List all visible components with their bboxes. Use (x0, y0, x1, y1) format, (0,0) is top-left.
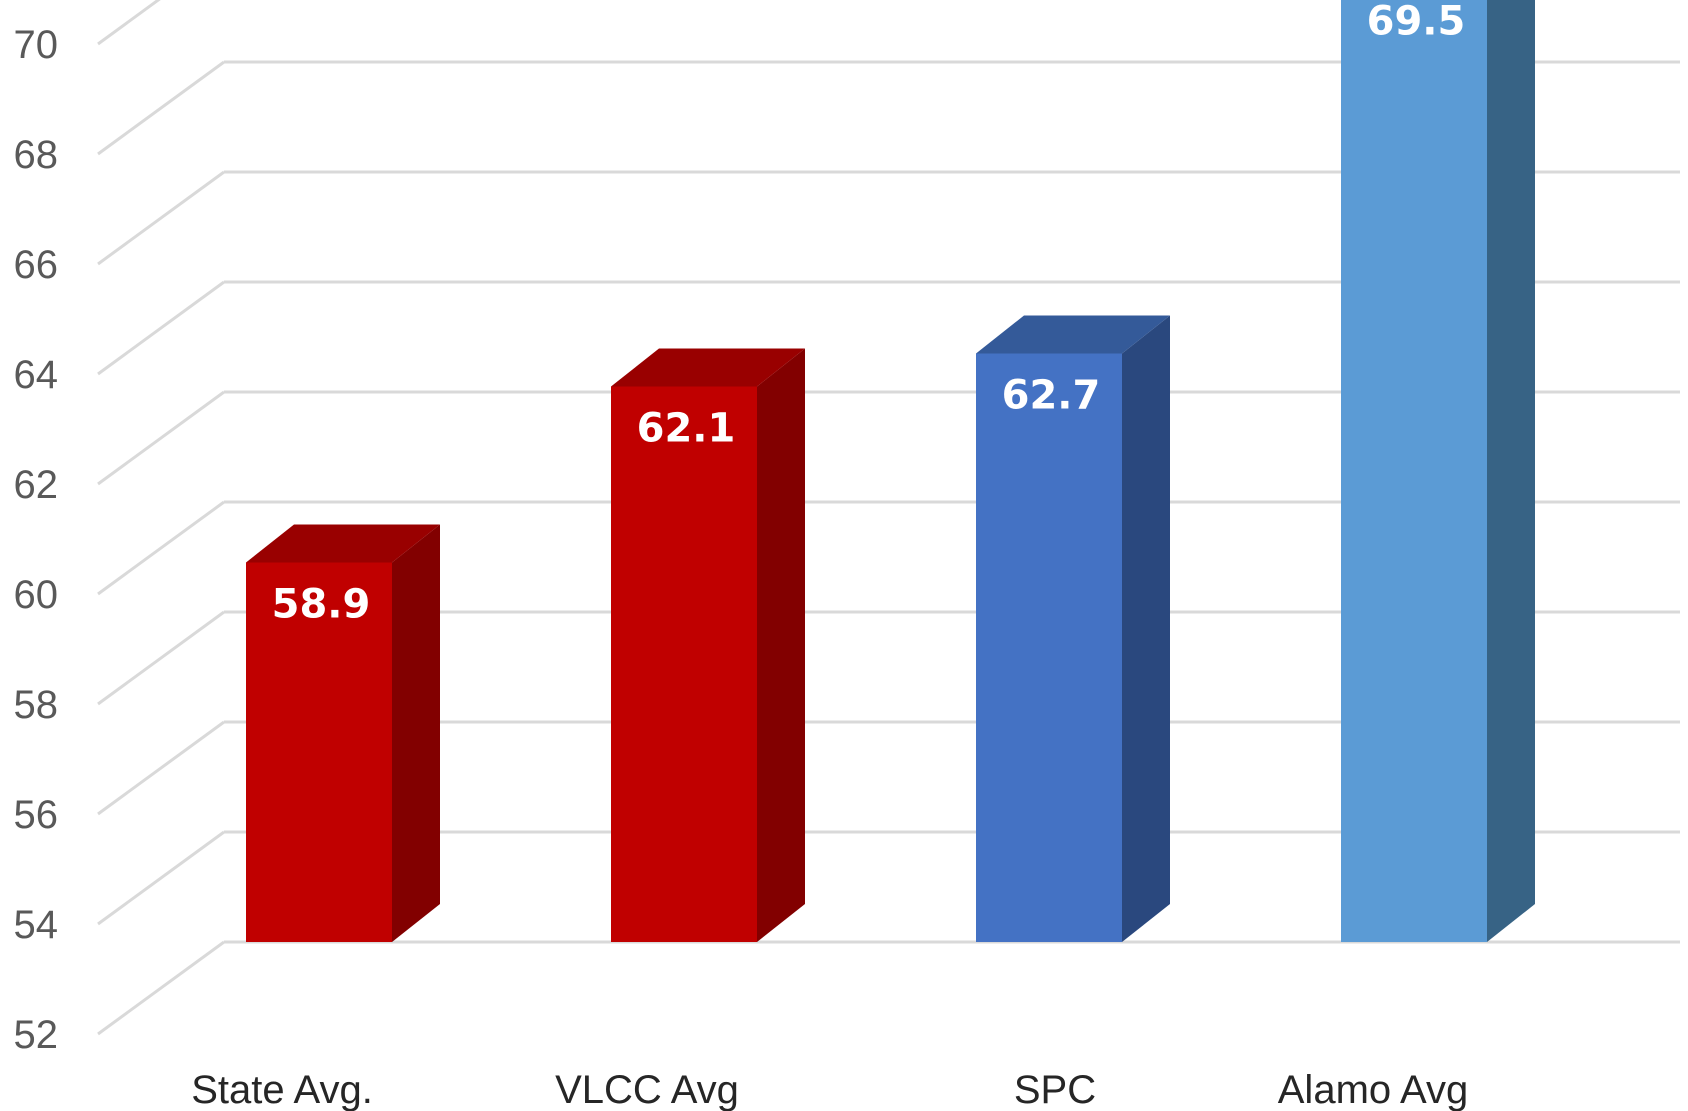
bar-side (1122, 315, 1170, 942)
bar-front (1341, 0, 1487, 942)
y-tick-label: 62 (14, 463, 59, 507)
bar-side (1487, 0, 1535, 942)
y-tick-label: 70 (14, 23, 59, 67)
y-tick-label: 68 (14, 133, 59, 177)
gridline (97, 940, 1680, 1036)
x-category-label: Alamo Avg (1278, 1068, 1469, 1111)
y-tick-label: 60 (14, 573, 59, 617)
bar: 58.9 (246, 524, 440, 942)
data-label: 62.1 (637, 406, 736, 452)
bar-top (246, 524, 440, 563)
x-category-label: State Avg. (191, 1068, 373, 1111)
bar-front (246, 562, 392, 942)
bar-top (611, 348, 805, 387)
gridline (97, 0, 161, 46)
x-axis-categories: State Avg. VLCC Avg SPC Alamo Avg (191, 1068, 1468, 1111)
bar-side (757, 348, 805, 942)
y-tick-label: 64 (14, 353, 59, 397)
y-tick-label: 56 (14, 793, 59, 837)
data-label: 58.9 (272, 582, 371, 628)
bar-top (976, 315, 1170, 354)
data-label: 62.7 (1002, 373, 1101, 419)
y-tick-label: 58 (14, 683, 59, 727)
y-axis-ticks: 52 54 56 58 60 62 64 66 68 70 (14, 23, 59, 1057)
bar: 62.1 (611, 348, 805, 942)
bars: 58.9 62.1 62.7 69.5 (246, 0, 1535, 942)
y-tick-label: 52 (14, 1013, 59, 1057)
y-tick-label: 66 (14, 243, 59, 287)
y-tick-label: 54 (14, 903, 59, 947)
x-category-label: SPC (1014, 1068, 1096, 1111)
data-label: 69.5 (1367, 0, 1466, 45)
bar-side (392, 524, 440, 942)
bar-front (611, 386, 757, 942)
x-category-label: VLCC Avg (555, 1068, 739, 1111)
bar-front (976, 353, 1122, 942)
bar: 62.7 (976, 315, 1170, 942)
bar: 69.5 (1341, 0, 1535, 942)
